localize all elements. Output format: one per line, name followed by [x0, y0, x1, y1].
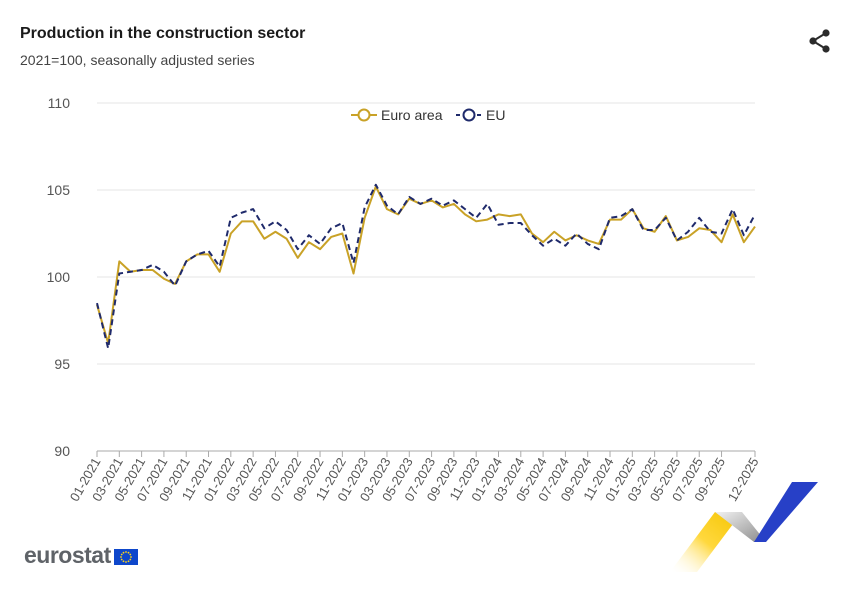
series-lines [96, 183, 756, 350]
chart-title: Production in the construction sector [20, 25, 306, 42]
legend-label-eu: EU [486, 107, 505, 123]
y-tick-label: 90 [54, 443, 70, 459]
y-tick-label: 95 [54, 356, 70, 372]
legend-label-euro-area: Euro area [381, 107, 443, 123]
chart-subtitle: 2021=100, seasonally adjusted series [20, 52, 255, 68]
legend[interactable]: Euro area EU [351, 107, 505, 123]
eurostat-logo: eurostat [24, 542, 138, 569]
series-line-euro-area[interactable] [96, 185, 756, 345]
y-tick-label: 110 [48, 95, 71, 111]
legend-item-eu[interactable]: EU [456, 107, 505, 123]
y-tick-label: 100 [47, 269, 71, 285]
x-axis: 01-202103-202105-202107-202109-202111-20… [67, 451, 762, 504]
eu-flag-icon [113, 548, 138, 565]
legend-item-euro-area[interactable]: Euro area [351, 107, 443, 123]
share-icon[interactable] [806, 27, 834, 55]
y-tick-label: 105 [47, 182, 71, 198]
logo-text: eurostat [24, 542, 111, 568]
y-axis-ticks: 90 95 100 105 110 [47, 95, 71, 459]
series-line-eu[interactable] [96, 183, 756, 350]
decorative-ribbon [660, 476, 830, 581]
gridlines [97, 102, 755, 452]
